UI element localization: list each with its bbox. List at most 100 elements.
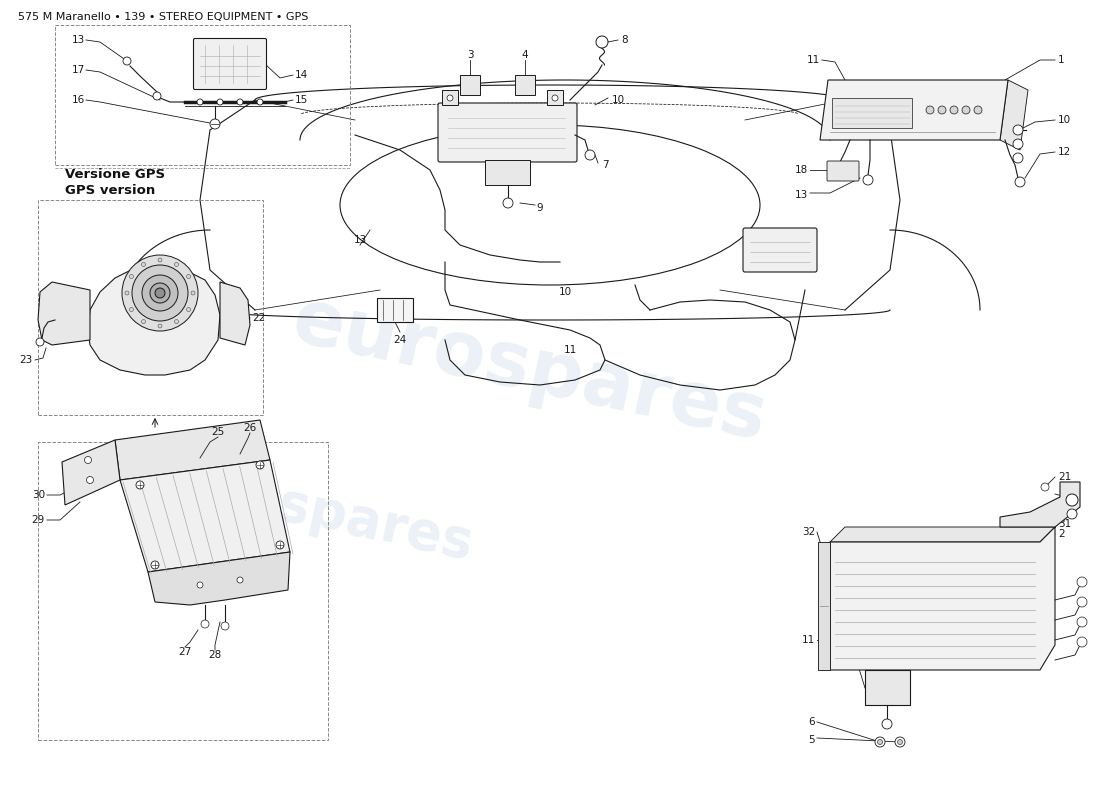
FancyBboxPatch shape xyxy=(438,103,578,162)
Circle shape xyxy=(153,92,161,100)
Text: eurospares: eurospares xyxy=(142,450,478,570)
Text: 25: 25 xyxy=(211,427,224,437)
Circle shape xyxy=(36,338,44,346)
Text: 32: 32 xyxy=(802,527,815,537)
Bar xyxy=(547,90,563,105)
Circle shape xyxy=(962,106,970,114)
FancyBboxPatch shape xyxy=(827,161,859,181)
Circle shape xyxy=(191,291,195,295)
Circle shape xyxy=(1041,483,1049,491)
Text: 16: 16 xyxy=(72,95,86,105)
Polygon shape xyxy=(1000,80,1028,150)
Bar xyxy=(832,98,912,128)
Circle shape xyxy=(136,481,144,489)
Text: 5: 5 xyxy=(808,735,815,745)
Circle shape xyxy=(1013,125,1023,135)
Circle shape xyxy=(201,620,209,628)
Text: 1: 1 xyxy=(1058,55,1065,65)
Text: 14: 14 xyxy=(295,70,308,80)
Circle shape xyxy=(256,461,264,469)
Text: 10: 10 xyxy=(1058,115,1071,125)
Circle shape xyxy=(187,307,190,311)
FancyBboxPatch shape xyxy=(742,228,817,272)
Circle shape xyxy=(132,265,188,321)
Text: 21: 21 xyxy=(1058,472,1071,482)
Text: 19: 19 xyxy=(1058,504,1071,514)
Circle shape xyxy=(123,57,131,65)
Polygon shape xyxy=(220,282,250,345)
Circle shape xyxy=(926,106,934,114)
Bar xyxy=(55,25,350,165)
Circle shape xyxy=(125,291,129,295)
Circle shape xyxy=(447,95,453,101)
Polygon shape xyxy=(120,460,290,572)
Text: 12: 12 xyxy=(1058,147,1071,157)
Bar xyxy=(485,160,530,185)
Circle shape xyxy=(197,582,204,588)
Text: 27: 27 xyxy=(178,647,191,657)
Text: 575 M Maranello • 139 • STEREO EQUIPMENT • GPS: 575 M Maranello • 139 • STEREO EQUIPMENT… xyxy=(18,12,308,22)
Text: 9: 9 xyxy=(537,203,543,213)
Bar xyxy=(377,298,412,322)
Text: 26: 26 xyxy=(243,423,256,433)
Circle shape xyxy=(197,99,204,105)
Circle shape xyxy=(950,106,958,114)
Circle shape xyxy=(882,719,892,729)
Text: Versione GPS: Versione GPS xyxy=(65,169,165,182)
Text: 18: 18 xyxy=(794,165,808,175)
Circle shape xyxy=(158,258,162,262)
Polygon shape xyxy=(148,552,290,605)
FancyBboxPatch shape xyxy=(194,38,266,90)
Text: 28: 28 xyxy=(208,650,221,660)
Text: 13: 13 xyxy=(72,35,86,45)
Circle shape xyxy=(874,737,886,747)
Circle shape xyxy=(974,106,982,114)
Circle shape xyxy=(122,255,198,331)
Polygon shape xyxy=(88,265,220,375)
Text: 24: 24 xyxy=(394,335,407,345)
Bar xyxy=(460,75,480,95)
Text: 10: 10 xyxy=(612,95,625,105)
Text: GPS version: GPS version xyxy=(65,183,155,197)
Circle shape xyxy=(596,36,608,48)
Bar xyxy=(442,90,458,105)
Circle shape xyxy=(585,150,595,160)
Text: 13: 13 xyxy=(353,235,366,245)
Text: 7: 7 xyxy=(602,160,608,170)
Circle shape xyxy=(1013,153,1023,163)
Circle shape xyxy=(210,119,220,129)
Circle shape xyxy=(85,457,91,463)
Text: 3: 3 xyxy=(466,50,473,60)
Text: 22: 22 xyxy=(252,313,265,323)
Text: 10: 10 xyxy=(559,287,572,297)
Circle shape xyxy=(155,288,165,298)
Circle shape xyxy=(87,477,94,483)
Bar xyxy=(515,75,535,95)
Circle shape xyxy=(1077,617,1087,627)
Polygon shape xyxy=(39,282,90,345)
Circle shape xyxy=(130,307,133,311)
Text: eurospares: eurospares xyxy=(286,284,774,456)
Circle shape xyxy=(1077,637,1087,647)
Text: 11: 11 xyxy=(563,345,576,355)
Text: 29: 29 xyxy=(32,515,45,525)
Circle shape xyxy=(175,319,178,323)
Text: 15: 15 xyxy=(295,95,308,105)
Circle shape xyxy=(175,262,178,266)
Polygon shape xyxy=(116,420,270,480)
Circle shape xyxy=(895,737,905,747)
Circle shape xyxy=(150,283,170,303)
Bar xyxy=(865,670,910,705)
Text: 6: 6 xyxy=(808,717,815,727)
Circle shape xyxy=(938,106,946,114)
Polygon shape xyxy=(830,527,1055,670)
Text: 11: 11 xyxy=(802,635,815,645)
Circle shape xyxy=(1015,177,1025,187)
Circle shape xyxy=(1077,577,1087,587)
Circle shape xyxy=(236,99,243,105)
Circle shape xyxy=(158,324,162,328)
Circle shape xyxy=(1067,509,1077,519)
Text: 11: 11 xyxy=(806,55,820,65)
Text: 23: 23 xyxy=(20,355,33,365)
Circle shape xyxy=(221,622,229,630)
